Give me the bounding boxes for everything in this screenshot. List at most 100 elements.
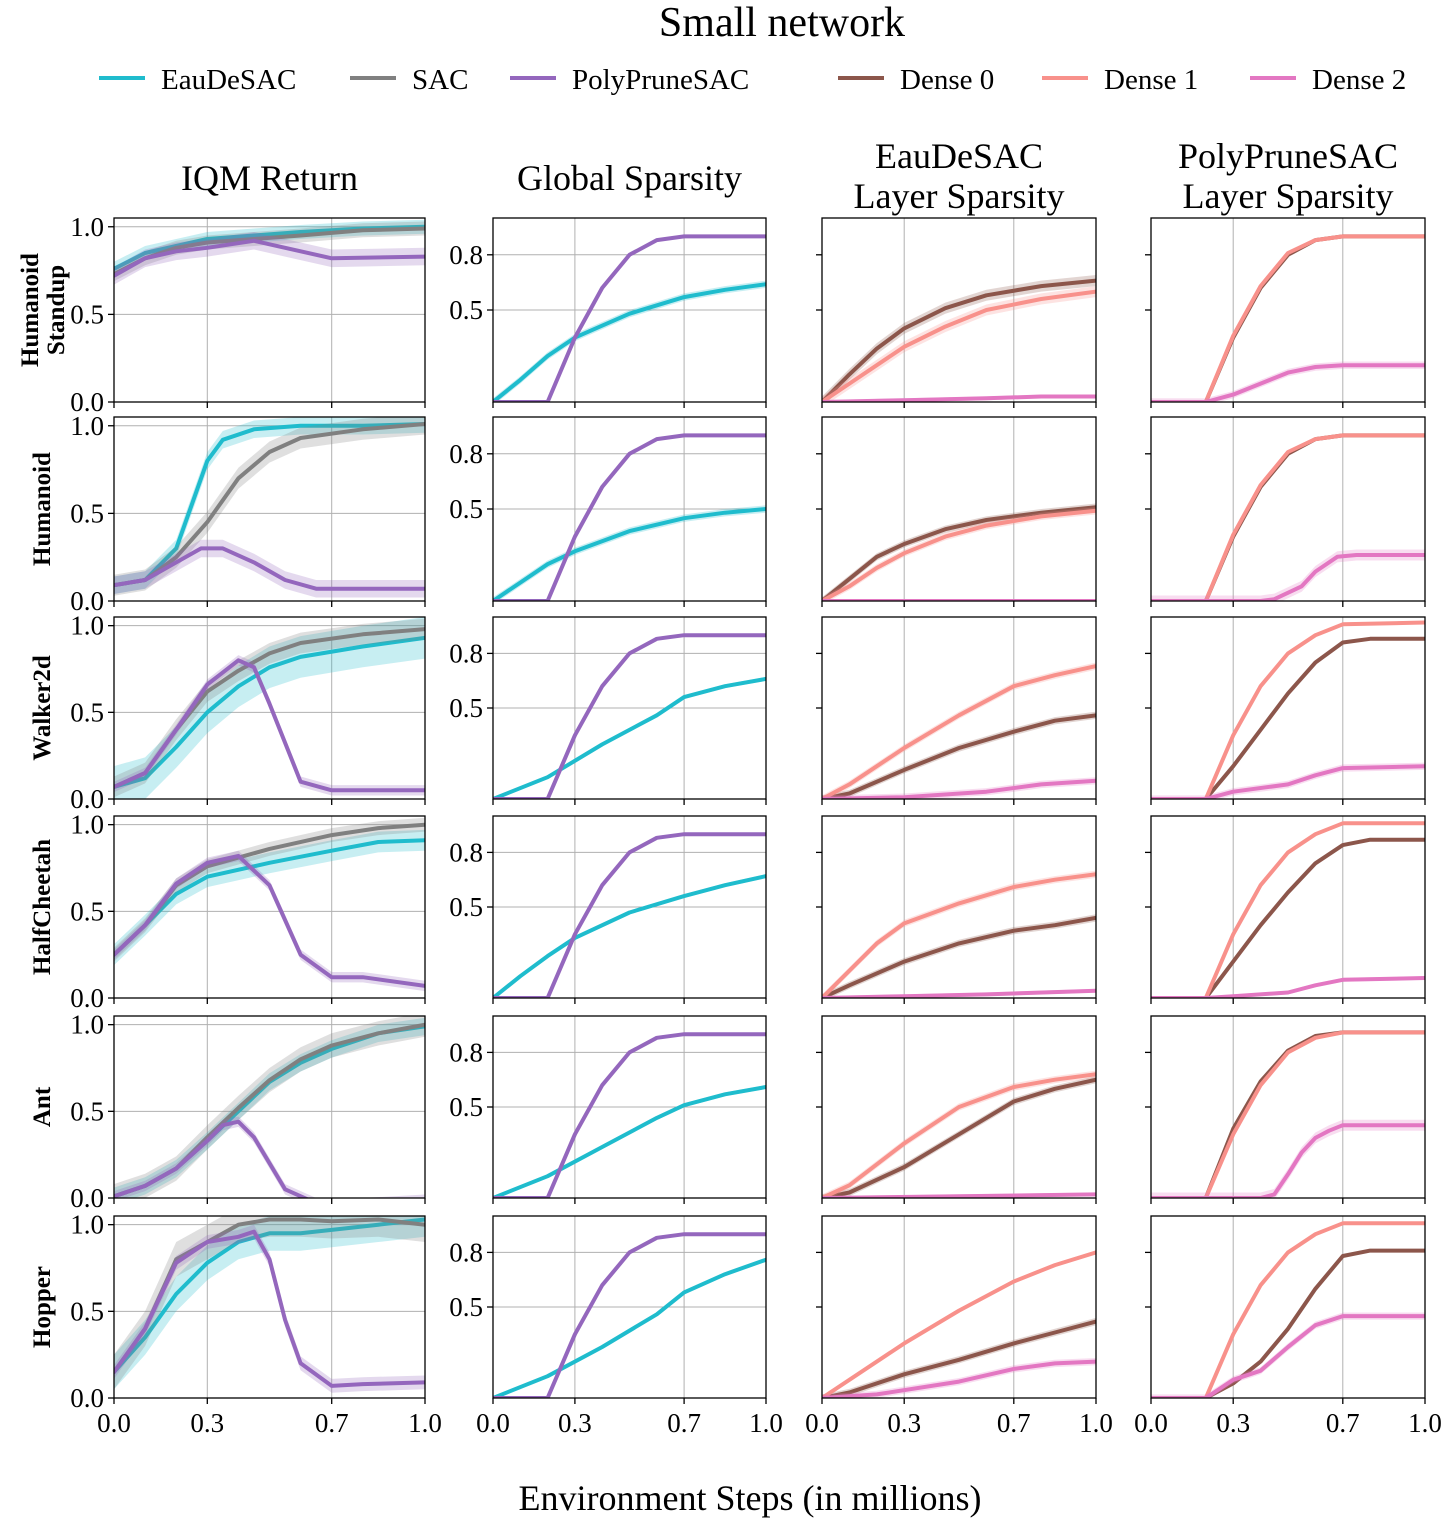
y-tick-label: 0.5 (70, 1096, 104, 1126)
column-title-4: PolyPruneSAC (1178, 136, 1398, 176)
band-dense-1 (822, 1250, 1096, 1398)
x-tick-label: 0.0 (97, 1408, 131, 1438)
line-eaudesac (114, 422, 425, 588)
x-tick-label: 0.0 (1134, 1408, 1168, 1438)
band-eaudesac (114, 219, 425, 276)
line-polyprunesac (114, 546, 425, 591)
y-tick-label: 0.5 (70, 498, 104, 528)
y-tick-label: 1.0 (70, 1210, 104, 1240)
band-dense-2 (1151, 361, 1425, 402)
panel-4-3 (816, 815, 1097, 1004)
y-tick-label: 0.0 (70, 1383, 104, 1413)
panel-frame (1150, 616, 1426, 800)
legend-item-dense-2: Dense 2 (1250, 64, 1406, 96)
panel-series (114, 417, 425, 598)
band-eaudesac (114, 617, 425, 799)
column-title-4: Layer Sparsity (1183, 176, 1394, 216)
panel-series (822, 275, 1096, 402)
panel-frame (1150, 416, 1426, 602)
y-tick-label: 0.8 (449, 638, 483, 668)
panel-5-2: 0.5 0.8 (449, 1015, 767, 1204)
y-tick-label: 0.8 (449, 1037, 483, 1067)
band-sac (114, 817, 425, 962)
line-dense-1 (1151, 234, 1425, 402)
panel-series (114, 1016, 425, 1198)
line-eaudesac (114, 224, 425, 271)
panel-frame (1150, 1215, 1426, 1399)
line-polyprunesac (493, 832, 766, 998)
band-dense-2 (1151, 1119, 1425, 1198)
line-eaudesac (493, 282, 766, 402)
band-polyprunesac (114, 1116, 425, 1198)
panel-series (1151, 433, 1425, 601)
line-eaudesac (493, 676, 766, 799)
line-dense-1 (822, 872, 1096, 998)
line-dense-0 (1151, 837, 1425, 998)
x-tick-label: 0.7 (997, 1408, 1031, 1438)
line-polyprunesac (493, 1232, 766, 1398)
panel-3-4 (1145, 616, 1426, 805)
y-tick-label: 0.5 (70, 299, 104, 329)
panel-4-2: 0.5 0.8 (449, 815, 767, 1004)
y-tick-label: 1.0 (70, 411, 104, 441)
line-polyprunesac (493, 234, 766, 402)
line-dense-0 (822, 1077, 1096, 1198)
panel-4-1: 0.0 0.5 1.0 (70, 810, 426, 1013)
band-eaudesac (493, 505, 766, 601)
column-title-3: EauDeSAC (875, 136, 1043, 176)
line-polyprunesac (114, 1229, 425, 1388)
panel-series (822, 1070, 1096, 1198)
line-polyprunesac (493, 433, 766, 601)
legend-label: Dense 1 (1104, 64, 1198, 96)
band-sac (114, 221, 425, 282)
x-tick-label: 0.0 (476, 1408, 510, 1438)
line-dense-1 (822, 664, 1096, 799)
panel-5-4 (1145, 1015, 1426, 1204)
panel-series (114, 617, 425, 799)
line-dense-1 (1151, 1030, 1425, 1198)
panel-3-3 (816, 616, 1097, 805)
line-polyprunesac (493, 1032, 766, 1198)
row-label-1: Humanoid (17, 253, 44, 367)
panel-3-1: 0.0 0.5 1.0 (70, 611, 426, 814)
panel-series (1151, 1221, 1425, 1398)
panel-1-3 (816, 217, 1097, 408)
line-dense-2 (1151, 764, 1425, 799)
panel-grid: Humanoid Standup0.00.51.00.50.8Humanoid0.… (17, 212, 1442, 1438)
line-dense-0 (1151, 433, 1425, 601)
y-tick-label: 0.5 (449, 693, 483, 723)
line-dense-0 (822, 1319, 1096, 1398)
column-title-1: IQM Return (181, 158, 358, 198)
line-dense-0 (822, 713, 1096, 799)
panel-series (1151, 620, 1425, 799)
line-dense-2 (822, 778, 1096, 799)
line-dense-1 (822, 1250, 1096, 1398)
line-eaudesac (493, 1085, 766, 1198)
panel-series (114, 1216, 425, 1393)
y-tick-label: 0.0 (70, 784, 104, 814)
y-tick-label: 1.0 (70, 810, 104, 840)
row-label-3: Walker2d (29, 655, 56, 761)
line-dense-1 (822, 289, 1096, 402)
panel-series (1151, 234, 1425, 402)
panel-series (493, 832, 766, 998)
row-label-1: Standup (43, 265, 70, 355)
line-dense-2 (1151, 553, 1425, 601)
y-tick-label: 0.5 (449, 1292, 483, 1322)
panel-6-1: 0.0 0.5 1.0 0.0 0.3 0.7 1.0 (70, 1210, 442, 1438)
panel-series (822, 1250, 1096, 1398)
legend-item-polyprunesac: PolyPruneSAC (510, 64, 749, 96)
line-dense-1 (1151, 620, 1425, 799)
band-dense-1 (822, 507, 1096, 601)
panel-2-4 (1145, 416, 1426, 607)
panel-frame (113, 1215, 426, 1399)
line-dense-1 (822, 1072, 1096, 1198)
legend-item-sac: SAC (350, 64, 468, 96)
line-dense-1 (1151, 821, 1425, 998)
panel-3-2: 0.5 0.8 (449, 616, 767, 805)
x-tick-label: 0.3 (887, 1408, 921, 1438)
x-axis-label: Environment Steps (in millions) (519, 1478, 982, 1518)
y-tick-label: 0.8 (449, 837, 483, 867)
x-tick-label: 1.0 (749, 1408, 783, 1438)
